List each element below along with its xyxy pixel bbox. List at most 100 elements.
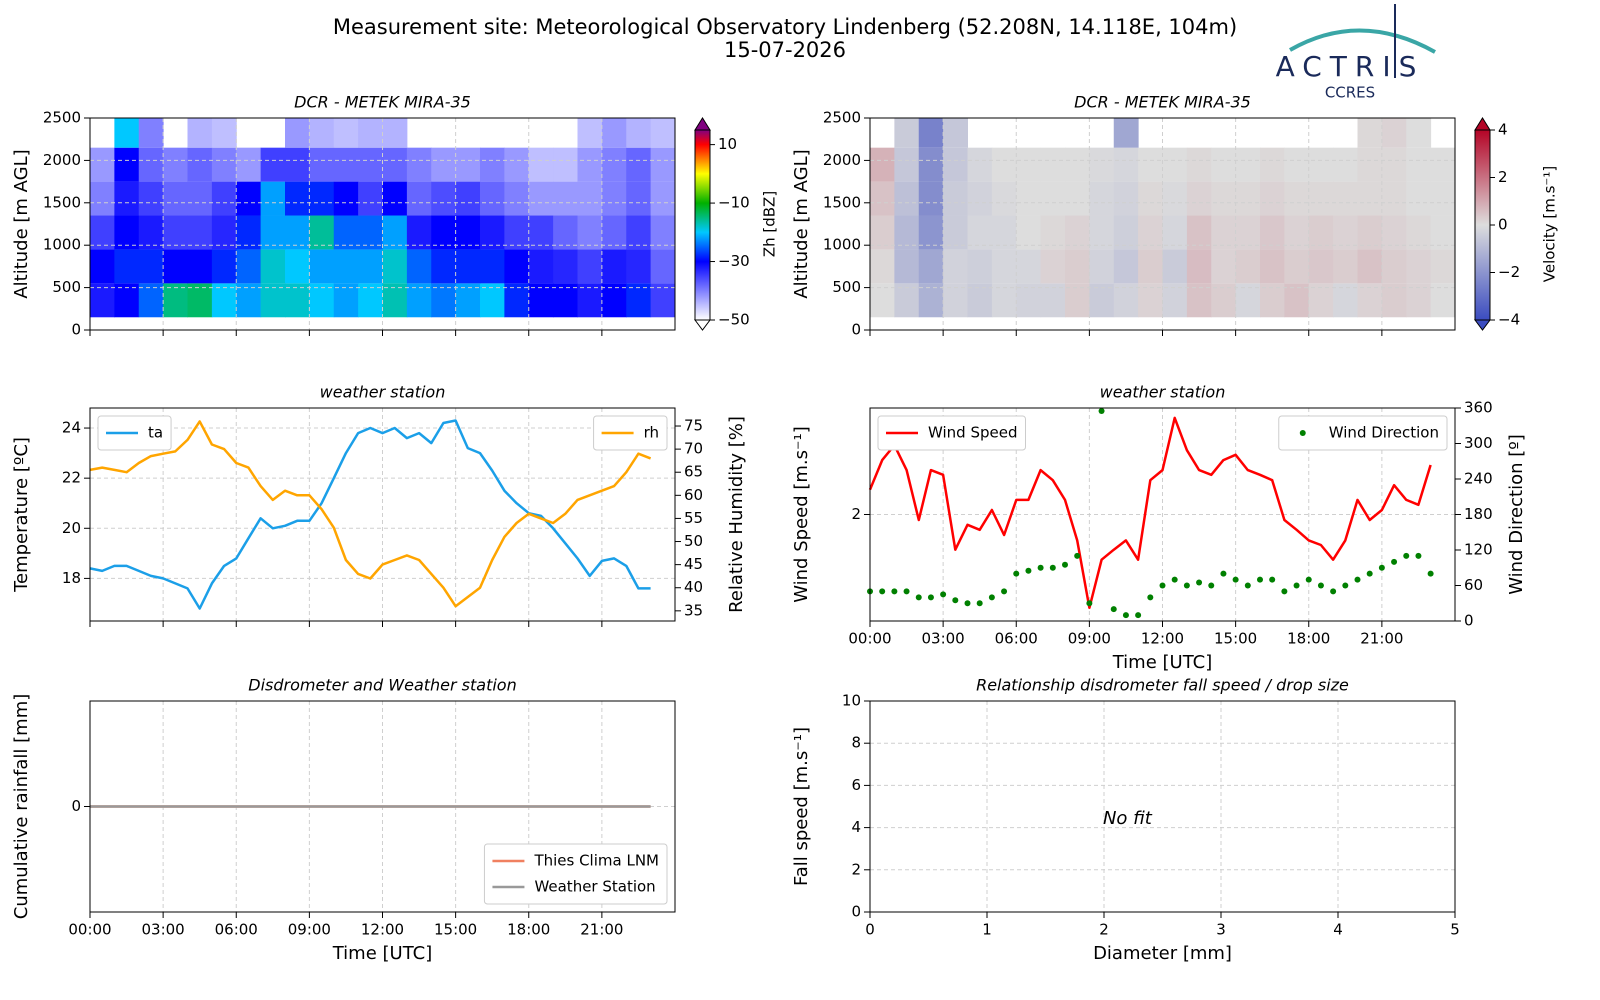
heatmap-cell (1186, 283, 1212, 318)
heatmap-cell (1357, 249, 1383, 284)
heatmap-cell (1162, 181, 1188, 216)
panel-title: Relationship disdrometer fall speed / dr… (976, 676, 1349, 695)
heatmap-cell (967, 249, 993, 284)
heatmap-cell (1284, 147, 1310, 182)
heatmap-cell (577, 118, 603, 148)
heatmap-cell (1065, 215, 1090, 250)
legend-swatch (1299, 430, 1306, 436)
x-tick-label: 12:00 (361, 921, 404, 939)
data-point (976, 600, 983, 607)
heatmap-cell (358, 215, 383, 250)
heatmap-cell (1040, 215, 1066, 250)
y2-tick-label: 240 (1464, 470, 1493, 488)
data-point (1305, 576, 1312, 583)
panel-title: weather station (320, 383, 446, 402)
data-point (1391, 558, 1398, 565)
data-point (988, 594, 995, 601)
heatmap-cell (114, 181, 140, 216)
plot-frame (869, 700, 1456, 913)
data-point (1037, 564, 1044, 571)
x-tick-label: 21:00 (1360, 630, 1403, 648)
heatmap-cell (358, 118, 383, 148)
heatmap-cell (1430, 249, 1456, 284)
heatmap-cell (577, 215, 603, 250)
heatmap-cell (1235, 249, 1261, 284)
heatmap-cell (1016, 147, 1042, 182)
heatmap-cell (114, 147, 140, 182)
colorbar-tick-label: −10 (718, 194, 750, 212)
heatmap-cell (187, 181, 213, 216)
heatmap-cell (991, 215, 1017, 250)
data-point (915, 594, 922, 601)
data-point (1159, 582, 1166, 589)
heatmap-cell (187, 249, 213, 284)
heatmap-cell (528, 249, 554, 284)
heatmap-cell (1113, 147, 1139, 182)
heatmap-cell (455, 181, 481, 216)
heatmap-cell (1308, 283, 1334, 318)
data-point (1025, 567, 1032, 574)
heatmap-cell (285, 215, 310, 250)
heatmap-cell (1381, 181, 1407, 216)
heatmap-cell (504, 181, 530, 216)
heatmap-cell (1089, 215, 1115, 250)
y-tick-label: 1500 (823, 193, 861, 211)
y2-tick-label: 120 (1464, 541, 1493, 559)
heatmap-cell (1284, 249, 1310, 284)
heatmap-cell (114, 249, 140, 284)
heatmap-cell (382, 249, 408, 284)
plot-area (870, 701, 1455, 912)
heatmap-cell (528, 181, 554, 216)
heatmap-cell (1113, 283, 1139, 318)
legend-label: Wind Direction (1329, 424, 1439, 442)
heatmap-cell (309, 215, 335, 250)
heatmap-cell (1406, 118, 1432, 148)
heatmap-cell (406, 181, 432, 216)
heatmap-cell (1308, 147, 1334, 182)
data-point (1147, 594, 1154, 601)
heatmap-cell (650, 215, 676, 250)
heatmap-cell (1162, 215, 1188, 250)
heatmap-cell (1089, 147, 1115, 182)
heatmap-cell (236, 215, 262, 250)
heatmap-cell (187, 118, 213, 148)
heatmap-cell (577, 249, 603, 284)
heatmap-cell (480, 249, 505, 284)
page-title: Measurement site: Meteorological Observa… (333, 15, 1237, 39)
heatmap-cell (285, 147, 310, 182)
y2-tick-label: 70 (684, 440, 703, 458)
heatmap-cell (1381, 118, 1407, 148)
heatmap-cell (480, 147, 505, 182)
colorbar-tick-label: 4 (1498, 121, 1508, 139)
heatmap-cell (918, 215, 944, 250)
y-tick-label: 24 (62, 419, 81, 437)
data-point (1354, 576, 1361, 583)
heatmap-cell (943, 283, 968, 318)
x-tick-label: 00:00 (68, 921, 111, 939)
heatmap-cell (1235, 283, 1261, 318)
heatmap-cell (1065, 283, 1090, 318)
data-point (1366, 570, 1373, 577)
heatmap-cell (358, 249, 383, 284)
logo-subtext: CCRES (1325, 84, 1375, 102)
x-tick-label: 5 (1450, 921, 1460, 939)
heatmap-cell (333, 215, 359, 250)
heatmap-cell (1016, 215, 1042, 250)
heatmap-cell (1381, 283, 1407, 318)
x-tick-label: 03:00 (142, 921, 185, 939)
heatmap-cell (138, 249, 164, 284)
heatmap-cell (90, 249, 115, 284)
x-tick-label: 18:00 (1287, 630, 1330, 648)
heatmap-cell (1065, 181, 1090, 216)
y-tick-label: 2 (851, 860, 861, 878)
heatmap-cell (1186, 215, 1212, 250)
heatmap-cell (553, 249, 578, 284)
logo-text: ACTRIS (1276, 50, 1425, 83)
data-point (1110, 606, 1117, 613)
heatmap-cell (211, 181, 237, 216)
data-point (1269, 576, 1276, 583)
heatmap-cell (504, 147, 530, 182)
x-axis-label: Diameter [mm] (1093, 943, 1232, 964)
heatmap-cell (528, 215, 554, 250)
colorbar-tick-label: −2 (1498, 263, 1520, 281)
